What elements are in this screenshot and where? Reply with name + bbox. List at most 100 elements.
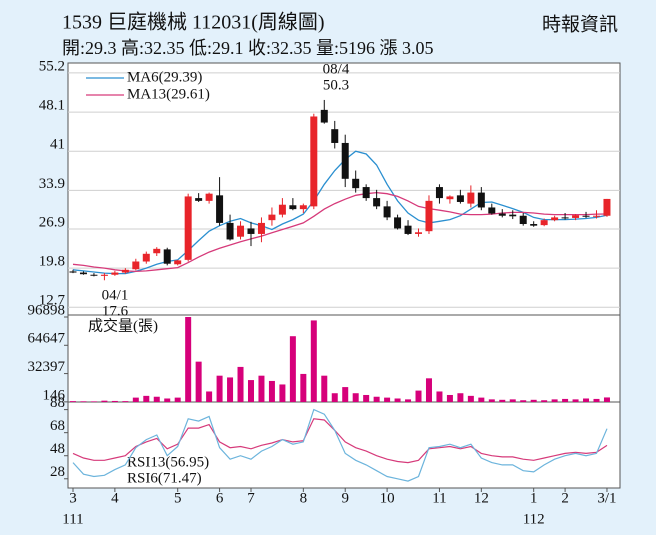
- candle-body: [467, 192, 475, 204]
- x-tick-label: 9: [341, 490, 349, 506]
- x-tick-label: 5: [174, 490, 182, 506]
- y-tick-label: 33.9: [39, 176, 65, 192]
- annotation: 50.3: [323, 77, 349, 93]
- volume-bar: [310, 320, 317, 402]
- volume-bar: [593, 398, 600, 402]
- candle-body: [184, 196, 192, 260]
- volume-bar: [425, 378, 432, 402]
- volume-bar: [384, 397, 391, 402]
- x-tick-label: 10: [380, 490, 395, 506]
- volume-bar: [206, 391, 213, 402]
- candle-body: [237, 225, 245, 237]
- volume-bar: [216, 375, 223, 402]
- candle-body: [121, 269, 129, 273]
- candle-body: [540, 220, 548, 226]
- candle-body: [394, 217, 402, 229]
- volume-bar: [227, 377, 234, 402]
- volume-bar: [195, 361, 202, 402]
- volume-bar: [363, 394, 370, 402]
- volume-bar: [289, 336, 296, 402]
- volume-bar: [122, 401, 129, 402]
- annotation: 04/1: [102, 287, 129, 303]
- candle-body: [509, 214, 517, 217]
- volume-bar: [478, 397, 485, 402]
- volume-bar: [457, 393, 464, 402]
- y-tick-label: 68: [50, 418, 65, 434]
- candle-body: [132, 261, 140, 270]
- volume-bar: [247, 380, 254, 402]
- x-tick-label: 11: [432, 490, 446, 506]
- y-tick-label: 146: [43, 387, 66, 403]
- volume-bar: [258, 375, 265, 402]
- y-tick-label: 41: [50, 137, 65, 153]
- candle-body: [247, 228, 255, 234]
- volume-bar: [541, 400, 548, 402]
- x-tick-label: 1: [530, 490, 538, 506]
- annotation: 08/4: [323, 61, 350, 77]
- volume-bar: [352, 393, 359, 402]
- x-tick-label: 7: [247, 490, 255, 506]
- candle-body: [551, 217, 559, 221]
- ma-line: [72, 191, 608, 273]
- candle-body: [195, 198, 203, 201]
- source: 時報資訊: [542, 13, 618, 35]
- volume-bar: [373, 396, 380, 402]
- volume-bar: [436, 391, 443, 402]
- candle-body: [373, 198, 381, 207]
- candle-body: [593, 215, 600, 217]
- volume-bar: [509, 399, 516, 402]
- volume-bar: [331, 393, 338, 402]
- x-tick-label: 3/1: [597, 490, 616, 506]
- candle-body: [163, 249, 171, 264]
- volume-bar: [583, 398, 590, 402]
- candle-body: [205, 193, 213, 201]
- volume-bar: [174, 397, 181, 402]
- volume-bar: [415, 390, 422, 402]
- candle-body: [572, 215, 580, 218]
- candle-body: [488, 207, 496, 214]
- y-tick-label: 26.9: [39, 214, 65, 230]
- volume-bar: [603, 397, 610, 402]
- candle-body: [289, 205, 297, 210]
- y-tick-label: 64647: [28, 331, 66, 347]
- y-tick-label: 96898: [28, 302, 66, 318]
- x-tick-label: 12: [474, 490, 489, 506]
- volume-bar: [300, 373, 307, 402]
- candle-body: [331, 129, 339, 143]
- candle-body: [404, 225, 412, 234]
- quote: 開:29.3 高:32.35 低:29.1 收:32.35 量:5196 漲 3…: [62, 38, 434, 58]
- x-year-label: 111: [62, 511, 83, 527]
- volume-bar: [405, 399, 412, 402]
- candle-body: [174, 260, 182, 265]
- candle-body: [153, 248, 161, 254]
- candle-body: [530, 224, 538, 226]
- volume-bar: [551, 399, 558, 402]
- volume-bar: [488, 399, 495, 402]
- volume-bar: [80, 401, 87, 402]
- candle-body: [257, 222, 265, 234]
- volume-bar: [467, 395, 474, 402]
- rsi-line: [72, 408, 608, 482]
- y-tick-label: 19.8: [39, 254, 65, 270]
- candle-body: [362, 187, 370, 199]
- candle-body: [341, 142, 349, 179]
- y-tick-label: 32397: [28, 359, 66, 375]
- candle-body: [216, 195, 224, 223]
- candle-body: [352, 178, 360, 189]
- x-tick-label: 6: [216, 490, 224, 506]
- y-tick-label: 88: [50, 395, 65, 411]
- volume-bar: [237, 366, 244, 402]
- y-tick-label: 48: [50, 441, 65, 457]
- y-tick-label: 12.7: [39, 293, 66, 309]
- candle-body: [456, 195, 464, 202]
- candle-body: [310, 116, 318, 207]
- legend-label: RSI6(71.47): [127, 470, 202, 486]
- x-tick-label: 4: [111, 490, 119, 506]
- candle-body: [383, 206, 391, 218]
- x-tick-label: 8: [300, 490, 308, 506]
- x-year-label: 112: [523, 511, 545, 527]
- panel-title: 成交量(張): [88, 316, 158, 334]
- y-tick-label: 28: [50, 464, 65, 480]
- volume-bar: [499, 399, 506, 402]
- annotation: 17.6: [102, 303, 129, 319]
